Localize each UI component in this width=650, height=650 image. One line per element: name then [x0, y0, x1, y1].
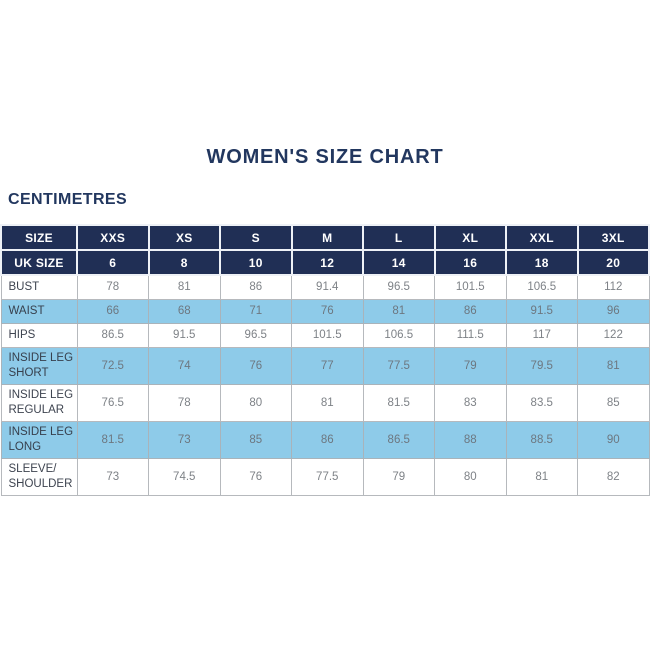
column-header-xl: XL	[433, 224, 507, 251]
table-cell: 71	[219, 298, 292, 324]
table-cell: 86	[219, 274, 292, 300]
table-cell: 6	[76, 249, 150, 276]
table-cell: 88	[434, 420, 507, 459]
table-cell: 111.5	[434, 322, 507, 348]
row-label: WAIST	[0, 298, 78, 324]
table-cell: 78	[76, 274, 149, 300]
column-header-s: S	[219, 224, 293, 251]
table-cell: 81	[291, 383, 364, 422]
table-header-row: SIZE XXS XS S M L XL XXL 3XL	[0, 224, 650, 251]
table-cell: 122	[577, 322, 650, 348]
table-cell: 101.5	[291, 322, 364, 348]
page-title: WOMEN'S SIZE CHART	[206, 146, 444, 168]
table-row: BUST 78 81 86 91.4 96.5 101.5 106.5 112	[0, 274, 650, 300]
table-cell: 117	[505, 322, 578, 348]
table-cell: 74	[148, 346, 221, 385]
table-cell: 8	[147, 249, 221, 276]
table-cell: 73	[148, 420, 221, 459]
row-label: INSIDE LEG REGULAR	[0, 383, 78, 422]
table-cell: 91.5	[148, 322, 221, 348]
table-cell: 20	[576, 249, 650, 276]
column-header-xxs: XXS	[76, 224, 150, 251]
table-cell: 86.5	[362, 420, 435, 459]
table-cell: 80	[434, 457, 507, 496]
column-header-xxl: XXL	[505, 224, 579, 251]
table-cell: 106.5	[362, 322, 435, 348]
table-cell: 78	[148, 383, 221, 422]
table-cell: 76.5	[76, 383, 149, 422]
column-header-xs: XS	[147, 224, 221, 251]
table-row: INSIDE LEG SHORT 72.5 74 76 77 77.5 79 79.5 81	[0, 346, 650, 385]
table-row: UK SIZE 6 8 10 12 14 16 18 20	[0, 249, 650, 276]
table-cell: 10	[219, 249, 293, 276]
row-label: SLEEVE/ SHOULDER	[0, 457, 78, 496]
table-cell: 80	[219, 383, 292, 422]
table-row: INSIDE LEG REGULAR 76.5 78 80 81 81.5 83 83.5 85	[0, 383, 650, 422]
table-cell: 85	[219, 420, 292, 459]
table-cell: 77.5	[362, 346, 435, 385]
table-cell: 81	[362, 298, 435, 324]
table-cell: 86.5	[76, 322, 149, 348]
table-cell: 76	[291, 298, 364, 324]
table-cell: 81	[505, 457, 578, 496]
row-label: INSIDE LEG LONG	[0, 420, 78, 459]
table-cell: 96	[577, 298, 650, 324]
table-cell: 77	[291, 346, 364, 385]
row-label: BUST	[0, 274, 78, 300]
table-cell: 14	[362, 249, 436, 276]
table-row: WAIST 66 68 71 76 81 86 91.5 96	[0, 298, 650, 324]
table-cell: 101.5	[434, 274, 507, 300]
table-cell: 83.5	[505, 383, 578, 422]
table-cell: 18	[505, 249, 579, 276]
column-header-m: M	[290, 224, 364, 251]
table-cell: 91.5	[505, 298, 578, 324]
table-cell: 96.5	[362, 274, 435, 300]
table-row: INSIDE LEG LONG 81.5 73 85 86 86.5 88 88.5 90	[0, 420, 650, 459]
table-cell: 81	[577, 346, 650, 385]
table-cell: 74.5	[148, 457, 221, 496]
table-cell: 76	[219, 457, 292, 496]
size-chart-table: SIZE XXS XS S M L XL XXL 3XL UK SIZE 6 8 10 12 14 16 18…	[0, 224, 650, 496]
row-label: INSIDE LEG SHORT	[0, 346, 78, 385]
column-header-size: SIZE	[0, 224, 78, 251]
table-cell: 88.5	[505, 420, 578, 459]
table-cell: 12	[290, 249, 364, 276]
table-cell: 112	[577, 274, 650, 300]
table-cell: 76	[219, 346, 292, 385]
table-cell: 77.5	[291, 457, 364, 496]
table-cell: 106.5	[505, 274, 578, 300]
unit-label: CENTIMETRES	[8, 191, 128, 208]
table-cell: 85	[577, 383, 650, 422]
row-label: HIPS	[0, 322, 78, 348]
table-cell: 79	[434, 346, 507, 385]
table-cell: 73	[76, 457, 149, 496]
row-label: UK SIZE	[0, 249, 78, 276]
table-cell: 16	[433, 249, 507, 276]
table-cell: 96.5	[219, 322, 292, 348]
table-cell: 90	[577, 420, 650, 459]
table-cell: 79.5	[505, 346, 578, 385]
table-cell: 66	[76, 298, 149, 324]
table-row: SLEEVE/ SHOULDER 73 74.5 76 77.5 79 80 81 82	[0, 457, 650, 496]
table-cell: 91.4	[291, 274, 364, 300]
table-cell: 86	[434, 298, 507, 324]
table-cell: 81.5	[76, 420, 149, 459]
table-cell: 82	[577, 457, 650, 496]
table-cell: 68	[148, 298, 221, 324]
table-cell: 81.5	[362, 383, 435, 422]
table-cell: 86	[291, 420, 364, 459]
table-cell: 83	[434, 383, 507, 422]
table-cell: 79	[362, 457, 435, 496]
table-cell: 72.5	[76, 346, 149, 385]
table-row: HIPS 86.5 91.5 96.5 101.5 106.5 111.5 117 122	[0, 322, 650, 348]
column-header-3xl: 3XL	[576, 224, 650, 251]
table-cell: 81	[148, 274, 221, 300]
column-header-l: L	[362, 224, 436, 251]
